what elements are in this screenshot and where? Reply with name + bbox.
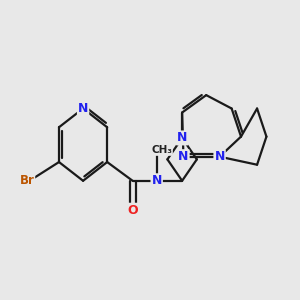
Text: N: N [177, 131, 187, 145]
Text: N: N [214, 150, 225, 163]
Text: Br: Br [20, 174, 34, 187]
Text: O: O [127, 204, 138, 217]
Text: N: N [178, 150, 189, 163]
Text: N: N [152, 174, 162, 187]
Text: CH₃: CH₃ [151, 145, 172, 155]
Text: N: N [78, 102, 88, 115]
